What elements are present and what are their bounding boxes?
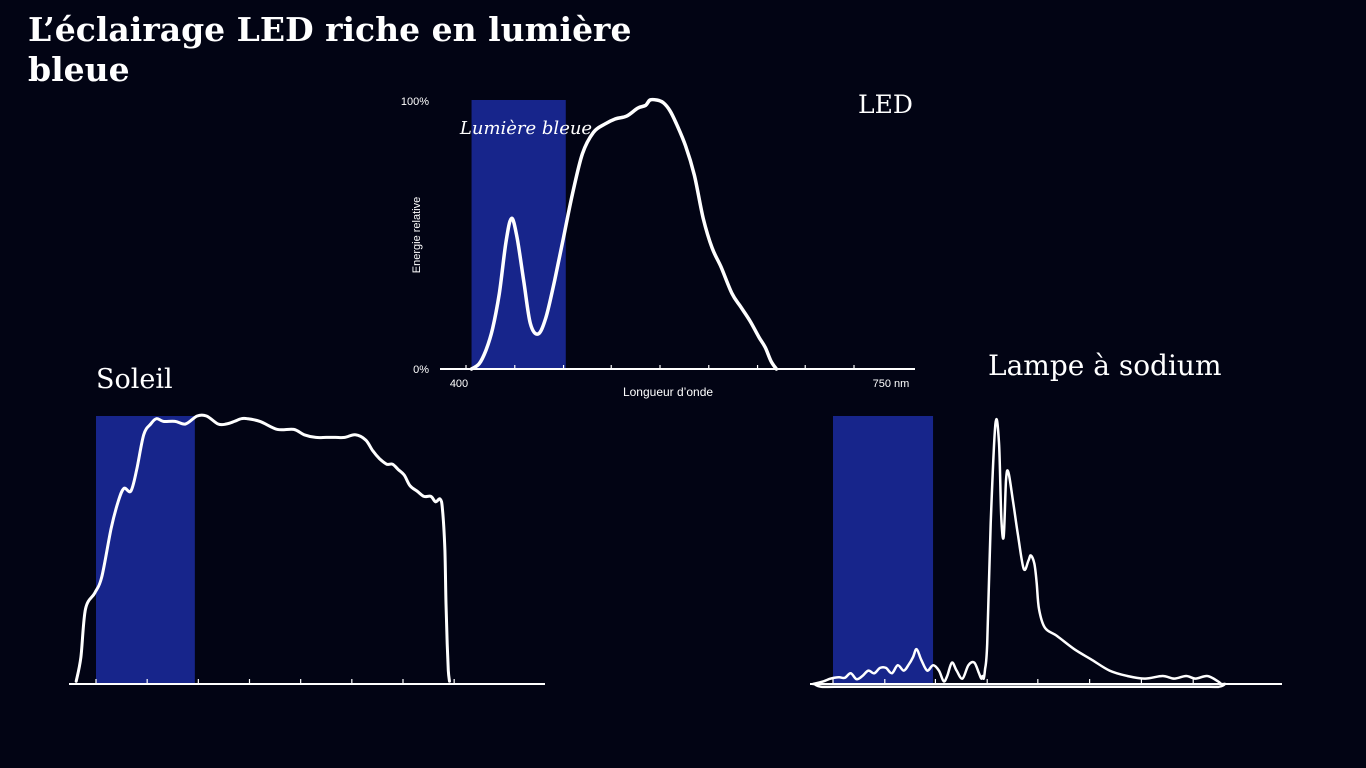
- chart-1-title: Soleil: [96, 364, 173, 395]
- chart-0-y-tick-label-1: 100%: [401, 96, 429, 108]
- chart-0-x-axis-label: Longueur d’onde: [623, 385, 713, 399]
- chart-0-blue-band: [471, 100, 566, 369]
- chart-1-blue-band: [96, 416, 195, 684]
- chart-2-series-line: [811, 417, 1227, 689]
- chart-0-title: LED: [858, 90, 913, 119]
- chart-0-series-line: [469, 97, 779, 371]
- page-title: L’éclairage LED riche en lumière bleue: [28, 10, 632, 89]
- chart-0-band-label: Lumière bleue: [459, 118, 592, 139]
- chart-0-x-tick-label-1: 750 nm: [873, 378, 910, 390]
- chart-0-y-tick-label-0: 0%: [413, 364, 429, 376]
- chart-2-title: Lampe à sodium: [988, 349, 1222, 382]
- chart-2-blue-band: [833, 416, 934, 684]
- chart-0-y-axis-label: Energie relative: [411, 197, 423, 273]
- chart-0-x-tick-label-0: 400: [450, 378, 468, 390]
- chart-1-series-line: [74, 413, 451, 683]
